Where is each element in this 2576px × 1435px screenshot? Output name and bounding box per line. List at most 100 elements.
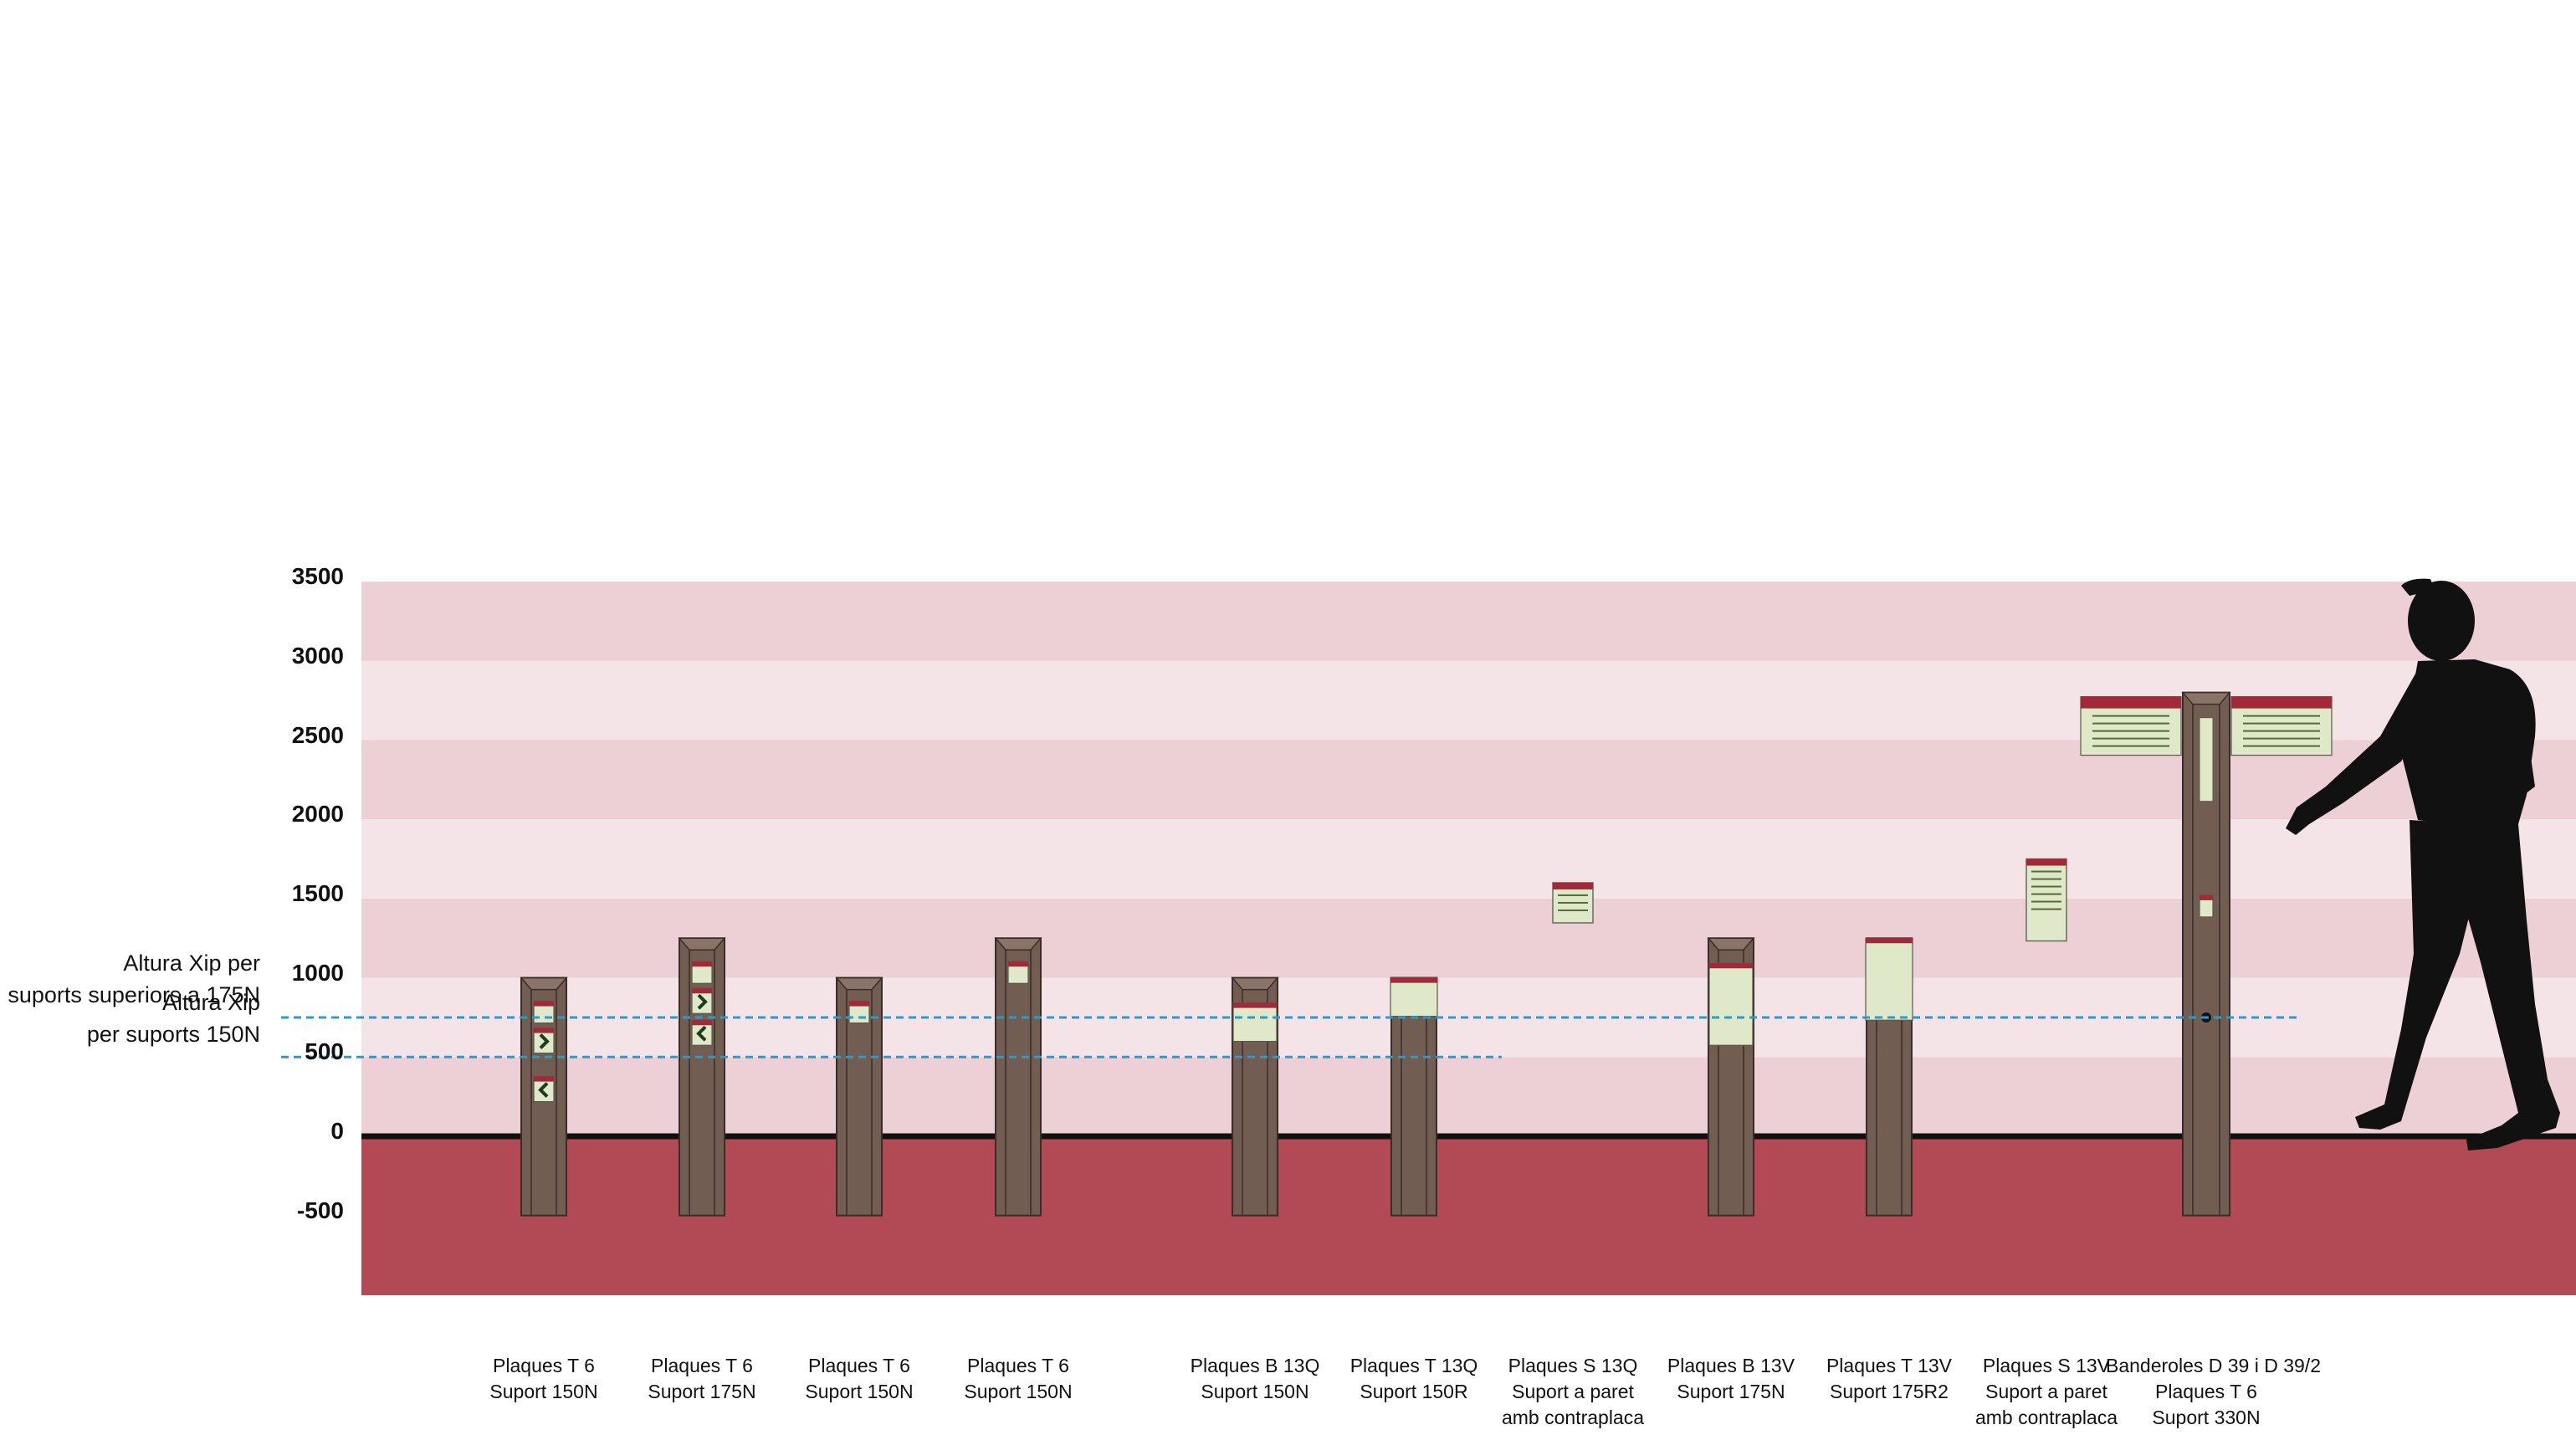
caption-line: Plaques T 6 xyxy=(967,1355,1069,1376)
plate-header xyxy=(534,1028,554,1033)
support-4 xyxy=(994,937,1042,1217)
support-7 xyxy=(1552,882,1594,924)
sign-text-line xyxy=(2031,878,2061,880)
caption-line: Plaques S 13Q xyxy=(1508,1355,1638,1376)
y-tick-label: 2500 xyxy=(291,721,344,748)
banderole-header xyxy=(2081,696,2181,709)
sign-text-line xyxy=(2031,870,2061,873)
caption-line: Banderoles D 39 i D 39/2 xyxy=(2106,1355,2321,1376)
banderole-header xyxy=(2231,696,2332,709)
plate-header xyxy=(692,1020,712,1026)
reference-label-line: Altura Xip xyxy=(161,990,260,1016)
support-9 xyxy=(1865,937,1913,1217)
banderole-text-line xyxy=(2243,737,2320,740)
support-3 xyxy=(835,976,883,1217)
walking-person-silhouette xyxy=(2286,578,2560,1151)
plate-header xyxy=(534,1001,554,1007)
wall-sign xyxy=(2025,858,2067,942)
caption-line: Suport a paret xyxy=(1512,1381,1634,1402)
plate-b13q xyxy=(1232,1002,1278,1043)
banderole-text-line xyxy=(2243,722,2320,725)
sign-text-line xyxy=(2031,908,2061,910)
support-caption: Plaques T 6 Suport 150N xyxy=(443,1353,644,1405)
caption-line: Plaques B 13Q xyxy=(1190,1355,1320,1376)
caption-line: Plaques B 13V xyxy=(1667,1355,1795,1376)
banderole-text-line xyxy=(2243,745,2320,747)
support-caption: Plaques T 13Q Suport 150R xyxy=(1314,1353,1514,1405)
post-cap xyxy=(1707,937,1755,951)
support-caption: Plaques T 13V Suport 175R2 xyxy=(1789,1353,1990,1405)
support-1 xyxy=(520,976,568,1217)
y-tick-label: -500 xyxy=(296,1197,344,1223)
support-caption: Plaques S 13Q Suport a paret amb contrapla… xyxy=(1472,1353,1673,1431)
caption-line: Plaques T 6 xyxy=(493,1355,595,1376)
caption-line: Suport 150N xyxy=(1201,1381,1309,1402)
support-caption: Plaques T 6 Suport 150N xyxy=(918,1353,1119,1405)
caption-line: amb contraplaca xyxy=(1501,1407,1645,1428)
y-tick-label: 3500 xyxy=(291,563,344,590)
plate-header xyxy=(1866,938,1913,944)
y-tick-label: 1000 xyxy=(291,959,344,986)
reference-label: Altura Xip per suports 150N xyxy=(87,987,260,1050)
support-10 xyxy=(2025,858,2067,942)
plate-header xyxy=(1390,977,1437,983)
banderole-text-line xyxy=(2092,730,2169,732)
supports-group xyxy=(520,691,2333,1217)
support-caption: Plaques B 13Q Suport 150N xyxy=(1155,1353,1355,1405)
post-cap xyxy=(1231,976,1279,991)
y-tick-label: 0 xyxy=(330,1118,344,1144)
banderole-text-line xyxy=(2092,737,2169,740)
sign-header xyxy=(1553,882,1593,889)
caption-line: Plaques S 13V xyxy=(1982,1355,2111,1376)
post-cap xyxy=(835,976,883,991)
support-caption: Plaques T 6 Suport 175N xyxy=(602,1353,802,1405)
post-body xyxy=(679,937,725,1217)
caption-line: Suport 150N xyxy=(805,1381,914,1402)
post-body xyxy=(995,937,1042,1217)
sign-text-line xyxy=(1558,901,1588,904)
banderole-text-line xyxy=(2243,730,2320,732)
plate-header xyxy=(534,1076,554,1082)
caption-line: Suport 175N xyxy=(648,1381,756,1402)
reference-label-line: per suports 150N xyxy=(86,1022,260,1048)
arrow-right-icon xyxy=(697,993,708,1010)
sign-header xyxy=(2026,858,2066,866)
support-caption: Banderoles D 39 i D 39/2 Plaques T 6 Supor… xyxy=(2106,1353,2321,1431)
y-tick-label: 3000 xyxy=(291,642,344,669)
support-2 xyxy=(678,937,726,1217)
plate-header xyxy=(1709,963,1753,969)
banderole-text-line xyxy=(2092,715,2169,717)
post-cap xyxy=(678,937,726,951)
sign-text-line xyxy=(2031,893,2061,895)
plate-header xyxy=(2200,894,2213,900)
plate-header xyxy=(849,1001,869,1007)
support-8 xyxy=(1707,937,1755,1217)
reference-label-line: Altura Xip per xyxy=(123,950,260,976)
band-3 xyxy=(361,819,2576,899)
plate-header xyxy=(1233,1002,1277,1008)
arrow-left-icon xyxy=(538,1082,549,1099)
caption-line: Suport 330N xyxy=(2152,1407,2261,1428)
banderole-text-line xyxy=(2092,745,2169,747)
band-6 xyxy=(361,582,2576,661)
sign-text-line xyxy=(2031,885,2061,888)
banderole-text-line xyxy=(2243,715,2320,717)
arrow-right-icon xyxy=(539,1033,550,1050)
arrow-left-icon xyxy=(696,1025,707,1042)
caption-line: Suport a paret xyxy=(1985,1381,2107,1402)
support-caption: Plaques S 13V Suport a paret amb contrapla… xyxy=(1946,1353,2147,1431)
post-slot xyxy=(2199,717,2214,802)
reference-label: Altura Xip per suports superiors a 175N xyxy=(8,947,260,1011)
plate-header xyxy=(1008,961,1028,967)
caption-line: Suport 150N xyxy=(964,1381,1073,1402)
caption-line: Plaques T 6 xyxy=(808,1355,910,1376)
post-cap xyxy=(520,976,568,991)
support-11 xyxy=(2080,691,2333,1217)
plate-header xyxy=(692,988,712,994)
plate-t13v xyxy=(1865,937,1913,1021)
caption-line: Plaques T 6 xyxy=(651,1355,753,1376)
post-cap xyxy=(994,937,1042,951)
caption-line: Suport 150R xyxy=(1360,1381,1468,1402)
caption-line: Suport 150N xyxy=(489,1381,598,1402)
